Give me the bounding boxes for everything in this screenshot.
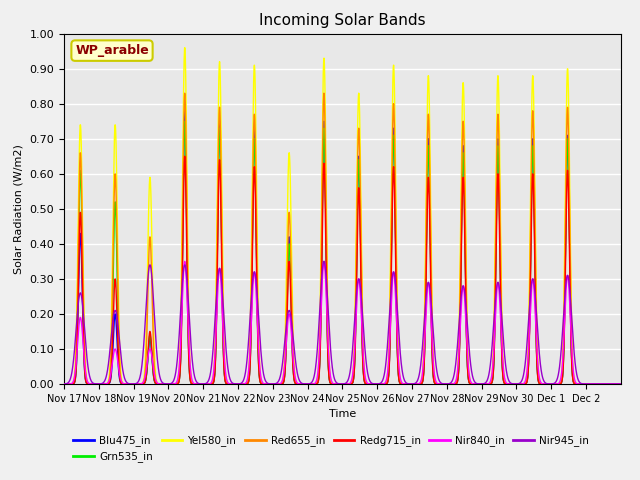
Title: Incoming Solar Bands: Incoming Solar Bands [259, 13, 426, 28]
X-axis label: Time: Time [329, 409, 356, 419]
Y-axis label: Solar Radiation (W/m2): Solar Radiation (W/m2) [14, 144, 24, 274]
Legend: Blu475_in, Grn535_in, Yel580_in, Red655_in, Redg715_in, Nir840_in, Nir945_in: Blu475_in, Grn535_in, Yel580_in, Red655_… [69, 431, 593, 467]
Text: WP_arable: WP_arable [75, 44, 149, 57]
